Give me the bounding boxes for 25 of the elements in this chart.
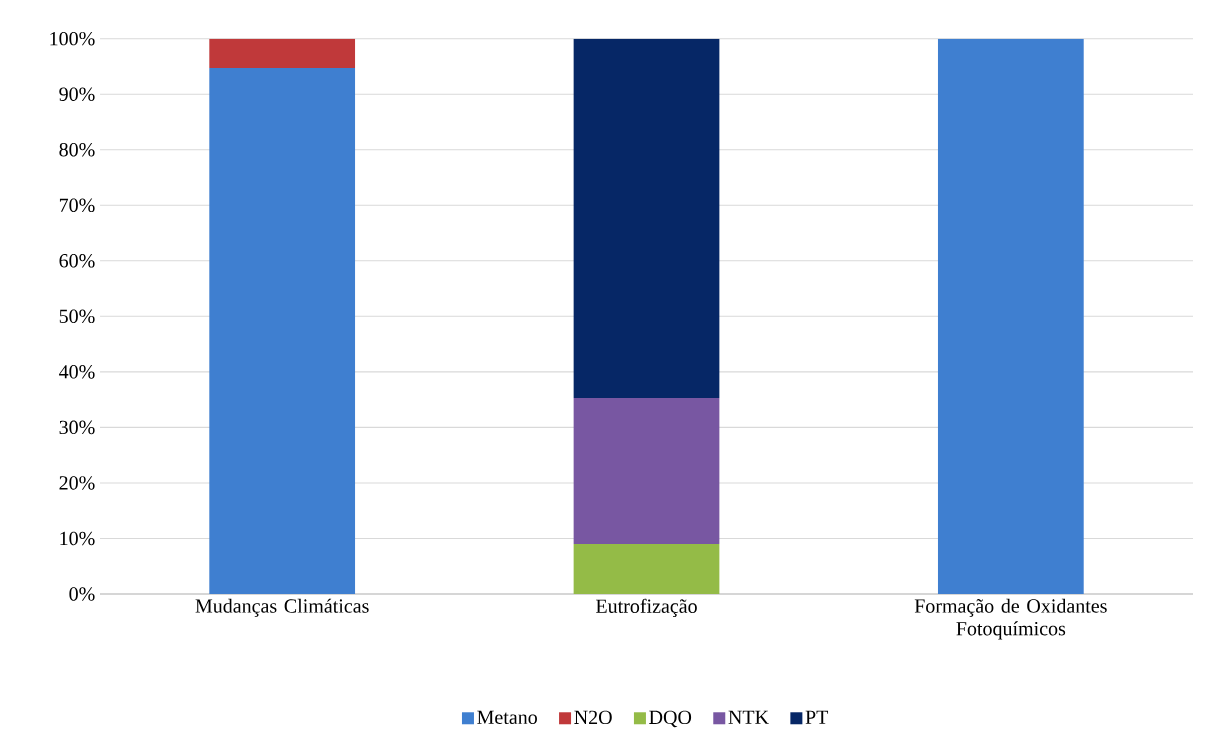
y-tick-label: 10% bbox=[60, 531, 95, 546]
y-tick-label: 60% bbox=[59, 254, 95, 268]
bar bbox=[573, 38, 720, 398]
x-tick-label: Eutrofização bbox=[596, 598, 697, 618]
bar bbox=[573, 544, 720, 594]
y-tick-label: 70% bbox=[59, 198, 95, 213]
y-tick-label: 40% bbox=[59, 365, 95, 379]
x-tick-label: Mudanças Climáticas bbox=[195, 598, 369, 617]
x-tick-label: Formação de Oxidantes Fotoquímicos bbox=[914, 598, 1107, 640]
bar bbox=[937, 38, 1084, 594]
y-tick-label: 30% bbox=[59, 420, 95, 435]
y-tick-label: 80% bbox=[59, 142, 95, 157]
legend-label: Metano bbox=[477, 710, 537, 725]
bar bbox=[573, 397, 720, 545]
y-tick-label: 50% bbox=[59, 309, 95, 324]
y-tick-label: 20% bbox=[59, 476, 95, 490]
y-tick-label: 0% bbox=[69, 587, 95, 601]
legend-label: PT bbox=[805, 710, 829, 724]
legend-label: DQO bbox=[649, 710, 692, 728]
bar bbox=[209, 38, 356, 69]
legend-label: N2O bbox=[574, 710, 612, 725]
y-tick-label: 100% bbox=[50, 31, 95, 46]
y-tick-label: 90% bbox=[59, 87, 95, 101]
legend-label: NTK bbox=[728, 710, 769, 724]
bar bbox=[209, 68, 356, 594]
